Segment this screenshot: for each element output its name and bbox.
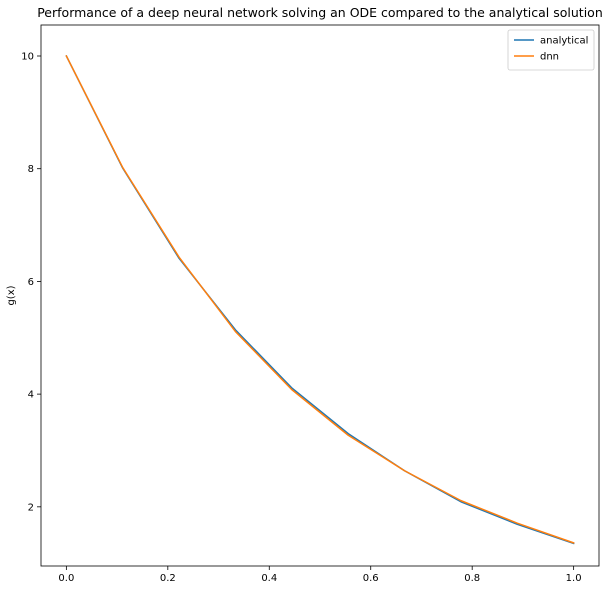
legend-label: analytical: [540, 36, 588, 47]
y-tick-label: 10: [21, 51, 34, 62]
x-axis: 0.0 0.2 0.4 0.6 0.8 1.0: [58, 566, 582, 584]
x-tick-label: 0.8: [464, 573, 480, 584]
x-tick-label: 0.4: [261, 573, 277, 584]
series-line-dnn: [65, 54, 575, 544]
y-tick-label: 4: [28, 390, 34, 401]
y-tick-label: 8: [28, 164, 34, 175]
x-tick-label: 1.0: [566, 573, 582, 584]
legend-label: dnn: [540, 52, 559, 63]
chart-title: Performance of a deep neural network sol…: [37, 5, 603, 20]
y-tick-label: 2: [28, 502, 34, 513]
y-tick-label: 6: [28, 277, 34, 288]
y-axis: 2 4 6 8 10: [21, 51, 41, 513]
legend: analytical dnn: [507, 29, 595, 71]
plot-area-frame: [40, 24, 600, 567]
series-line-analytical: [65, 54, 575, 545]
y-axis-label: g(x): [6, 285, 17, 305]
series-layer: [65, 54, 575, 545]
x-tick-label: 0.6: [363, 573, 379, 584]
x-tick-label: 0.2: [160, 573, 176, 584]
x-tick-label: 0.0: [58, 573, 74, 584]
